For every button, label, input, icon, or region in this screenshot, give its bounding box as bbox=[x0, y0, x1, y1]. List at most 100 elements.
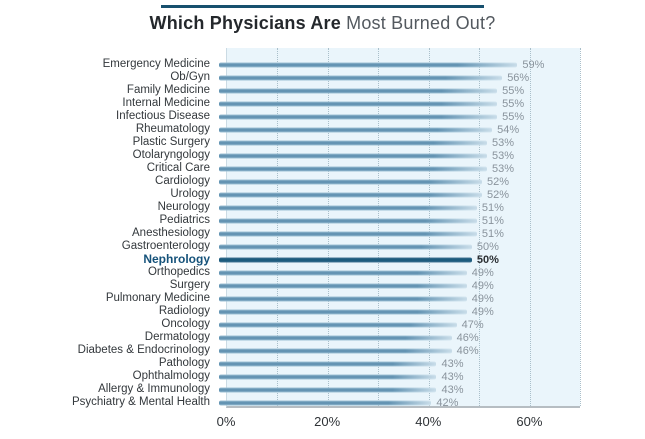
bar bbox=[219, 231, 477, 236]
bar-track: 49% bbox=[218, 292, 572, 305]
bar bbox=[219, 387, 437, 392]
chart-row: Pediatrics 51% bbox=[0, 214, 645, 227]
chart-rows: Emergency Medicine 59% Ob/Gyn 56% Family Med… bbox=[0, 58, 645, 409]
chart-row: Ob/Gyn 56% bbox=[0, 71, 645, 84]
bar-track: 59% bbox=[218, 58, 572, 71]
category-label: Orthopedics bbox=[147, 266, 210, 278]
value-label: 54% bbox=[497, 123, 520, 136]
value-label: 53% bbox=[492, 149, 515, 162]
category-label: Urology bbox=[170, 188, 210, 200]
value-label: 49% bbox=[471, 266, 494, 279]
chart-row: Critical Care 53% bbox=[0, 162, 645, 175]
bar bbox=[219, 114, 498, 119]
chart-row: Oncology 47% bbox=[0, 318, 645, 331]
bar bbox=[219, 166, 488, 171]
bar bbox=[219, 348, 452, 353]
bar-track: 53% bbox=[218, 162, 572, 175]
bar-track: 55% bbox=[218, 110, 572, 123]
bar bbox=[219, 309, 467, 314]
bar bbox=[219, 205, 477, 210]
category-label: Ob/Gyn bbox=[170, 71, 210, 83]
bar-track: 52% bbox=[218, 188, 572, 201]
bar-track: 49% bbox=[218, 279, 572, 292]
value-label: 46% bbox=[456, 331, 479, 344]
category-label: Nephrology bbox=[143, 252, 210, 266]
value-label: 51% bbox=[481, 201, 504, 214]
chart-row: Otolaryngology 53% bbox=[0, 149, 645, 162]
bar-track: 49% bbox=[218, 305, 572, 318]
x-tick-label: 20% bbox=[314, 414, 341, 429]
category-label: Allergy & Immunology bbox=[98, 383, 210, 395]
chart-row: Gastroenterology 50% bbox=[0, 240, 645, 253]
category-label: Otolaryngology bbox=[132, 149, 210, 161]
chart-row: Infectious Disease 55% bbox=[0, 110, 645, 123]
page-title-regular: Most Burned Out? bbox=[340, 13, 496, 33]
value-label: 43% bbox=[441, 357, 464, 370]
bar bbox=[219, 335, 452, 340]
bar bbox=[219, 88, 498, 93]
chart-row: Nephrology 50% bbox=[0, 253, 645, 266]
category-label: Anesthesiology bbox=[132, 227, 210, 239]
chart-row: Dermatology 46% bbox=[0, 331, 645, 344]
gridline-70 bbox=[580, 48, 581, 406]
category-label: Ophthalmology bbox=[132, 370, 210, 382]
category-label: Cardiology bbox=[155, 175, 210, 187]
gridline-20 bbox=[327, 48, 329, 406]
bar-track: 51% bbox=[218, 201, 572, 214]
chart-row: Diabetes & Endocrinology 46% bbox=[0, 344, 645, 357]
value-label: 43% bbox=[441, 370, 464, 383]
value-label: 55% bbox=[502, 97, 525, 110]
value-label: 53% bbox=[492, 136, 515, 149]
category-label: Rheumatology bbox=[135, 123, 210, 135]
chart-row: Internal Medicine 55% bbox=[0, 97, 645, 110]
value-label: 51% bbox=[481, 214, 504, 227]
value-label: 55% bbox=[502, 84, 525, 97]
bar bbox=[219, 283, 467, 288]
value-label: 56% bbox=[507, 71, 530, 84]
chart-row: Anesthesiology 51% bbox=[0, 227, 645, 240]
value-label: 55% bbox=[502, 110, 525, 123]
value-label: 50% bbox=[476, 253, 499, 266]
chart-row: Radiology 49% bbox=[0, 305, 645, 318]
bar bbox=[219, 257, 472, 262]
category-label: Plastic Surgery bbox=[132, 136, 210, 148]
value-label: 59% bbox=[522, 58, 545, 71]
value-label: 49% bbox=[471, 305, 494, 318]
bar bbox=[219, 361, 437, 366]
bar-track: 43% bbox=[218, 383, 572, 396]
bar-track: 51% bbox=[218, 227, 572, 240]
category-label: Diabetes & Endocrinology bbox=[77, 344, 210, 356]
chart-row: Cardiology 52% bbox=[0, 175, 645, 188]
bar-track: 55% bbox=[218, 84, 572, 97]
bar bbox=[219, 374, 437, 379]
gridline-40 bbox=[428, 48, 430, 406]
category-label: Pediatrics bbox=[159, 214, 211, 226]
bar-track: 52% bbox=[218, 175, 572, 188]
category-label: Dermatology bbox=[144, 331, 210, 343]
bar bbox=[219, 75, 503, 80]
bar-track: 46% bbox=[218, 331, 572, 344]
chart-row: Orthopedics 49% bbox=[0, 266, 645, 279]
bar bbox=[219, 400, 432, 405]
chart-row: Family Medicine 55% bbox=[0, 84, 645, 97]
category-label: Family Medicine bbox=[126, 84, 210, 96]
category-label: Gastroenterology bbox=[121, 240, 210, 252]
x-tick-label: 40% bbox=[415, 414, 442, 429]
category-label: Oncology bbox=[161, 318, 210, 330]
x-tick-label: 0% bbox=[216, 414, 236, 429]
bar-track: 50% bbox=[218, 253, 572, 266]
bar bbox=[219, 244, 472, 249]
bar bbox=[219, 218, 477, 223]
category-label: Internal Medicine bbox=[122, 97, 210, 109]
category-label: Critical Care bbox=[146, 162, 210, 174]
gridline-30 bbox=[378, 48, 380, 406]
bar-track: 42% bbox=[218, 396, 572, 409]
chart-row: Allergy & Immunology 43% bbox=[0, 383, 645, 396]
page-title-bold: Which Physicians Are bbox=[149, 13, 341, 33]
bar bbox=[219, 101, 498, 106]
value-label: 42% bbox=[436, 396, 459, 409]
gridline-10 bbox=[277, 48, 279, 406]
bar-track: 51% bbox=[218, 214, 572, 227]
chart-row: Pulmonary Medicine 49% bbox=[0, 292, 645, 305]
bar bbox=[219, 322, 457, 327]
